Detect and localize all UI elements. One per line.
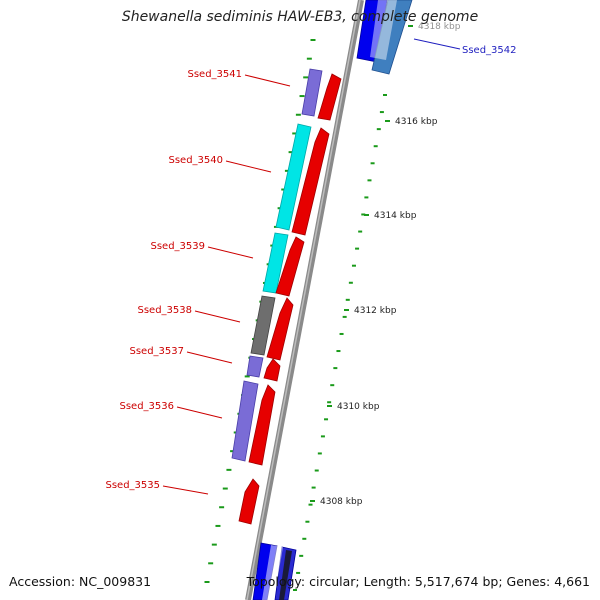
gene-label-ssed-3535[interactable]: Ssed_3535 bbox=[105, 480, 160, 491]
accession-text: Accession: NC_009831 bbox=[9, 574, 152, 589]
gene-arrow-3538[interactable] bbox=[266, 297, 294, 361]
gene-features bbox=[231, 0, 413, 600]
label-leader-line bbox=[207, 246, 254, 259]
genome-backbone-highlight bbox=[246, 0, 361, 600]
gene-box-bottom-light[interactable] bbox=[262, 545, 283, 600]
gene-arrow-3540[interactable] bbox=[291, 127, 330, 236]
label-leader-line bbox=[244, 74, 291, 87]
gene-label-ssed-3537[interactable]: Ssed_3537 bbox=[129, 346, 184, 357]
gene-box-3542-light[interactable] bbox=[370, 0, 397, 60]
scale-label: 4314 kbp bbox=[374, 211, 417, 221]
scale-label: 4316 kbp bbox=[395, 117, 438, 127]
scale-label: 4312 kbp bbox=[354, 306, 397, 316]
gene-box-3537-cog[interactable] bbox=[246, 355, 264, 378]
label-leader-line bbox=[413, 38, 461, 50]
gene-arrow-3536[interactable] bbox=[248, 384, 276, 466]
genome-backbone bbox=[245, 0, 364, 600]
label-leader-line bbox=[194, 310, 241, 323]
gene-arrow-3539[interactable] bbox=[275, 236, 305, 297]
label-leader-line bbox=[162, 485, 209, 495]
gene-arrow-3537[interactable] bbox=[263, 358, 281, 382]
gene-box-3542-steel[interactable] bbox=[371, 0, 413, 75]
scale-label: 4308 kbp bbox=[320, 497, 363, 507]
gene-box-bottom-dark[interactable] bbox=[279, 550, 292, 600]
gene-label-ssed-3538[interactable]: Ssed_3538 bbox=[137, 305, 192, 316]
gene-arrow-3541[interactable] bbox=[317, 73, 342, 121]
gene-label-ssed-3541[interactable]: Ssed_3541 bbox=[187, 69, 242, 80]
gene-label-ssed-3539[interactable]: Ssed_3539 bbox=[150, 241, 205, 252]
gene-box-3541-cog[interactable] bbox=[301, 68, 323, 117]
label-leader-line bbox=[186, 351, 233, 364]
gene-box-3538-cog[interactable] bbox=[250, 295, 276, 356]
scale-labels: 4318 kbp 4316 kbp 4314 kbp 4312 kbp 4310 kbp… bbox=[310, 22, 461, 507]
scale-label: 4310 kbp bbox=[337, 402, 380, 412]
gene-label-ssed-3542[interactable]: Ssed_3542 bbox=[462, 45, 517, 56]
gene-label-ssed-3536[interactable]: Ssed_3536 bbox=[119, 401, 174, 412]
topology-summary: Topology: circular; Length: 5,517,674 bp… bbox=[246, 574, 590, 589]
gene-arrow-3535[interactable] bbox=[238, 478, 260, 525]
gene-labels: Ssed_3542 Ssed_3541 Ssed_3540 Ssed_3539 Ssed… bbox=[105, 38, 517, 495]
gene-label-ssed-3540[interactable]: Ssed_3540 bbox=[168, 155, 223, 166]
label-leader-line bbox=[176, 406, 223, 419]
gene-box-3540-cog[interactable] bbox=[275, 123, 312, 231]
label-leader-line bbox=[225, 160, 272, 173]
gene-box-3536-cog[interactable] bbox=[231, 380, 259, 462]
scale-label: 4318 kbp bbox=[418, 22, 461, 32]
map-title: Shewanella sediminis HAW-EB3, complete g… bbox=[121, 9, 479, 25]
